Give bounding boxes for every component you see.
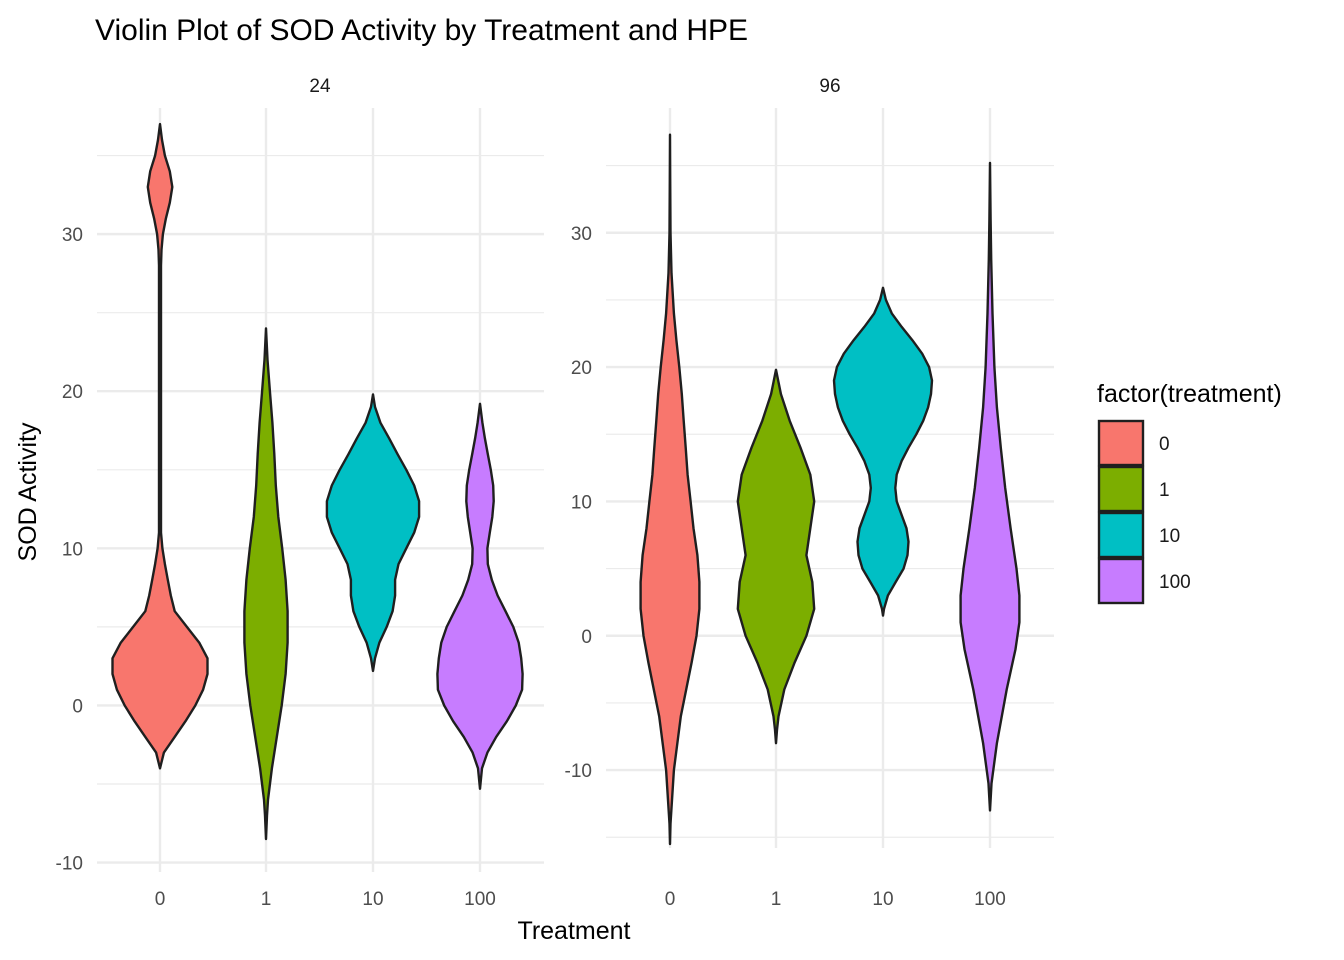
y-tick-label: 20 bbox=[62, 382, 83, 403]
facet-panel-24: -10 0 10 20 30 0 1 10 100 24 bbox=[56, 76, 544, 910]
x-tick-label: 100 bbox=[974, 889, 1006, 910]
legend-key-100 bbox=[1097, 557, 1145, 605]
violin-96-treatment-1 bbox=[736, 368, 816, 745]
y-tick-label: 10 bbox=[571, 492, 592, 513]
violin-24-treatment-0 bbox=[111, 122, 209, 770]
legend-label: 100 bbox=[1159, 572, 1191, 593]
y-axis-title: SOD Activity bbox=[14, 422, 42, 561]
violin-24-treatment-10 bbox=[325, 393, 421, 673]
legend-label: 1 bbox=[1159, 480, 1170, 501]
legend-label: 0 bbox=[1159, 434, 1170, 455]
y-tick-label: 20 bbox=[571, 358, 592, 379]
x-tick-label: 0 bbox=[155, 889, 166, 910]
violin-96-treatment-0 bbox=[639, 133, 701, 846]
x-tick-label: 0 bbox=[665, 889, 676, 910]
y-tick-label: 0 bbox=[581, 627, 592, 648]
y-tick-label: 30 bbox=[62, 225, 83, 246]
x-tick-label: 10 bbox=[362, 889, 383, 910]
chart-title: Violin Plot of SOD Activity by Treatment… bbox=[95, 14, 748, 47]
legend-label: 10 bbox=[1159, 526, 1180, 547]
facet-panel-96: -10 0 10 20 30 0 1 10 100 96 bbox=[565, 76, 1054, 910]
legend-title: factor(treatment) bbox=[1097, 380, 1282, 408]
x-axis-title: Treatment bbox=[517, 917, 630, 945]
x-tick-label: 1 bbox=[261, 889, 272, 910]
facet-strip-label: 24 bbox=[309, 76, 331, 97]
violin-96-treatment-100 bbox=[959, 161, 1021, 812]
violin-24-treatment-100 bbox=[436, 402, 524, 790]
x-tick-label: 1 bbox=[771, 889, 782, 910]
legend-key-1 bbox=[1097, 465, 1145, 513]
y-tick-label: -10 bbox=[565, 761, 592, 782]
y-tick-label: 0 bbox=[72, 696, 83, 717]
facet-strip-label: 96 bbox=[819, 76, 840, 97]
violin-96-treatment-10 bbox=[832, 286, 934, 617]
y-tick-label: 10 bbox=[62, 539, 83, 560]
violin-24-treatment-1 bbox=[243, 327, 289, 841]
legend: factor(treatment) 0 1 10 100 bbox=[1097, 380, 1282, 605]
x-tick-label: 10 bbox=[872, 889, 893, 910]
legend-key-10 bbox=[1097, 511, 1145, 559]
legend-key-0 bbox=[1097, 419, 1145, 467]
x-tick-label: 100 bbox=[464, 889, 496, 910]
y-tick-label: 30 bbox=[571, 224, 592, 245]
y-tick-label: -10 bbox=[56, 854, 83, 875]
